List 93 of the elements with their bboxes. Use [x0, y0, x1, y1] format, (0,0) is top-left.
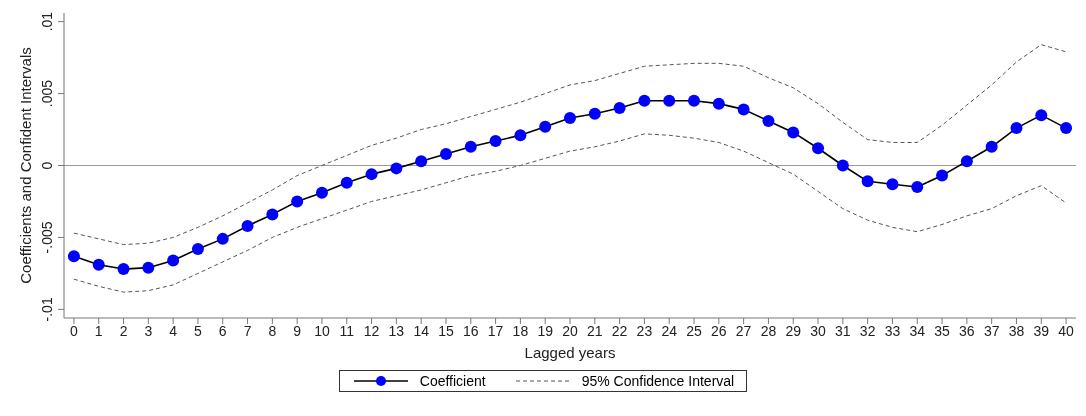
- point: [688, 94, 701, 107]
- x-tick-label: 2: [119, 322, 128, 339]
- x-tick-label: 12: [363, 322, 380, 339]
- x-tick-label: 39: [1033, 322, 1050, 339]
- x-tick-label: 29: [785, 322, 802, 339]
- x-tick-label: 7: [243, 322, 252, 339]
- x-tick-label: 11: [339, 322, 355, 339]
- x-axis-title: Lagged years: [524, 344, 616, 361]
- point: [514, 129, 527, 142]
- point: [812, 142, 825, 155]
- legend-label: 95% Confidence Interval: [581, 373, 735, 389]
- point: [365, 168, 378, 181]
- point: [92, 258, 105, 271]
- point: [1010, 122, 1023, 135]
- x-tick-label: 36: [959, 322, 975, 339]
- point: [936, 169, 949, 182]
- point: [911, 181, 924, 194]
- point: [836, 159, 849, 172]
- point: [564, 112, 576, 125]
- point: [464, 140, 477, 153]
- x-tick-label: 22: [611, 322, 628, 339]
- point: [663, 94, 676, 107]
- x-tick-label: 15: [438, 322, 454, 339]
- point: [712, 97, 725, 110]
- point: [588, 107, 601, 120]
- point: [117, 263, 130, 276]
- line-series: [73, 44, 1067, 246]
- x-tick-label: 10: [314, 322, 330, 339]
- point: [167, 254, 180, 267]
- point: [985, 140, 998, 153]
- point: [191, 242, 204, 255]
- point: [1035, 109, 1048, 122]
- x-tick-label: 18: [512, 322, 529, 339]
- point: [489, 135, 502, 148]
- y-tick-label: .01: [39, 11, 55, 32]
- x-tick-label: 13: [388, 322, 405, 339]
- legend-label: Coefficient: [419, 373, 486, 389]
- x-tick-label: 31: [835, 322, 851, 339]
- x-tick-label: 5: [194, 322, 203, 339]
- point: [1060, 122, 1073, 135]
- line-series: [73, 133, 1067, 293]
- y-tick-label: -.01: [39, 297, 55, 322]
- x-tick-label: 20: [562, 322, 578, 339]
- x-tick-label: 25: [686, 322, 703, 339]
- y-tick-label: .005: [39, 79, 55, 108]
- y-axis-title: Coefficients and Confident Intervals: [17, 47, 35, 284]
- point: [638, 94, 651, 107]
- point: [340, 176, 353, 189]
- y-tick-label: -.005: [39, 221, 55, 254]
- x-tick-label: 27: [735, 322, 752, 339]
- point: [613, 101, 626, 114]
- point: [241, 219, 254, 232]
- x-tick-label: 9: [293, 322, 302, 339]
- point: [315, 186, 328, 199]
- x-tick-label: 8: [268, 322, 277, 339]
- x-tick-label: 6: [218, 322, 227, 339]
- point: [960, 155, 973, 168]
- point: [439, 147, 452, 160]
- x-tick-label: 1: [94, 322, 103, 339]
- x-tick-label: 26: [711, 322, 727, 339]
- x-tick-label: 19: [537, 322, 554, 339]
- x-tick-label: 37: [983, 322, 1000, 339]
- x-tick-label: 30: [810, 322, 827, 339]
- x-tick-label: 16: [463, 322, 479, 339]
- point: [67, 250, 80, 263]
- y-tick-label: 0: [39, 161, 55, 170]
- point: [886, 178, 899, 191]
- point: [737, 103, 750, 116]
- x-tick-label: 23: [636, 322, 653, 339]
- x-tick-label: 3: [144, 322, 153, 339]
- x-tick-label: 35: [934, 322, 951, 339]
- point: [291, 195, 304, 208]
- x-tick-label: 4: [169, 322, 178, 339]
- point: [266, 208, 279, 221]
- x-tick-label: 34: [909, 322, 926, 339]
- point: [861, 175, 874, 188]
- point: [142, 261, 155, 274]
- x-tick-label: 14: [413, 322, 430, 339]
- point: [539, 120, 552, 133]
- point: [787, 126, 800, 139]
- point: [390, 162, 403, 175]
- x-tick-label: 33: [884, 322, 901, 339]
- x-tick-label: 0: [70, 322, 79, 339]
- x-tick-label: 28: [760, 322, 777, 339]
- x-tick-label: 17: [487, 322, 504, 339]
- point: [216, 232, 229, 245]
- x-tick-label: 32: [859, 322, 876, 339]
- x-tick-label: 40: [1058, 322, 1075, 339]
- point: [762, 114, 775, 127]
- x-tick-label: 38: [1008, 322, 1025, 339]
- point: [415, 155, 428, 168]
- x-tick-label: 21: [587, 322, 603, 339]
- x-tick-label: 24: [661, 322, 678, 339]
